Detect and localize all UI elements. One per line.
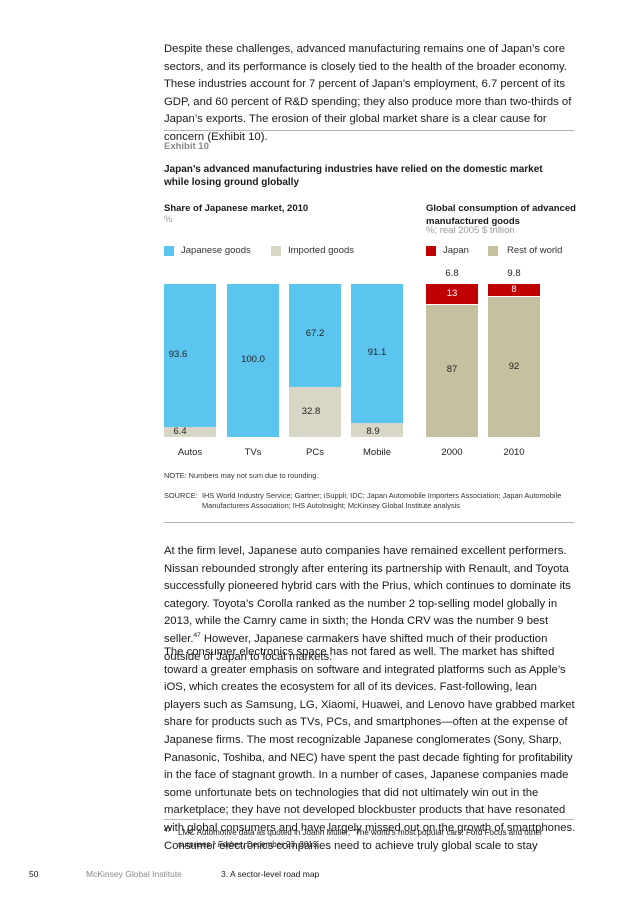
legend-label-imported-goods: Imported goods (288, 245, 355, 256)
value-label-japan-2000: 13 (446, 287, 458, 299)
source-text: IHS World Industry Service; Gartner; iSu… (202, 491, 562, 510)
source-key: SOURCE: (164, 491, 198, 500)
footnote-ref-47: 47 (193, 632, 201, 640)
legend-swatch-imported-goods (271, 246, 281, 256)
left-chart-unit: % (164, 214, 173, 225)
category-label-tvs: TVs (244, 447, 262, 458)
page-number: 50 (29, 869, 39, 879)
body-paragraph-1: At the firm level, Japanese auto compani… (164, 543, 576, 666)
footer-section: 3. A sector-level road map (221, 869, 320, 879)
bar-autos-bottom (164, 427, 216, 437)
value-label-pcs-bottom: 32.8 (301, 405, 321, 417)
exhibit-label: Exhibit 10 (164, 141, 209, 152)
value-label-mobile-bottom: 8.9 (366, 426, 380, 437)
value-label-japan-2010: 8 (511, 284, 517, 296)
bar-mobile-top (351, 284, 403, 424)
bar-rest-of-world-2000 (426, 303, 478, 437)
value-label-tvs-top: 100.0 (241, 353, 265, 365)
body-paragraph-1-part-a: At the firm level, Japanese auto compani… (164, 545, 571, 645)
value-label-rest-of-world-2010: 92 (508, 360, 520, 372)
category-label-pcs: PCs (306, 447, 324, 458)
legend-label-japan: Japan (443, 245, 469, 256)
right-chart-title: Global consumption of advanced manufactu… (426, 203, 576, 227)
exhibit-bottom-rule (164, 522, 574, 523)
intro-paragraph: Despite these challenges, advanced manuf… (164, 43, 572, 143)
value-label-autos-top: 93.6 (168, 348, 188, 360)
exhibit-title: Japan’s advanced manufacturing industrie… (164, 164, 543, 188)
total-label-2000: 6.8 (445, 268, 459, 279)
category-label-autos: Autos (177, 447, 203, 458)
body-paragraph-2: The consumer electronics space has not f… (164, 646, 576, 852)
footnote-number: 47 (164, 828, 171, 834)
bar-pcs-top (289, 284, 341, 387)
left-chart-title: Share of Japanese market, 2010 (164, 203, 309, 214)
category-label-2010: 2010 (503, 447, 525, 458)
legend-label-rest-of-world: Rest of world (507, 245, 563, 256)
value-label-pcs-top: 67.2 (305, 328, 325, 340)
bar-autos-top (164, 284, 216, 428)
footnote-text-b: , December 23, 2013. (242, 840, 320, 849)
total-label-2010: 9.8 (507, 268, 521, 279)
value-label-rest-of-world-2000: 87 (446, 364, 458, 376)
bar-japan-2000 (426, 284, 478, 304)
bar-pcs-bottom (289, 386, 341, 437)
legend-swatch-rest-of-world (488, 246, 498, 256)
legend-swatch-japan (426, 246, 436, 256)
bar-tvs-top (227, 284, 279, 437)
exhibit-top-rule (164, 130, 574, 131)
footnote-rule (164, 819, 574, 820)
value-label-autos-bottom: 6.4 (173, 426, 187, 437)
chart-note: NOTE: Numbers may not sum due to roundin… (164, 471, 319, 480)
bar-mobile-bottom (351, 423, 403, 437)
legend-label-japanese-goods: Japanese goods (181, 245, 251, 256)
right-chart-unit: %; real 2005 $ trillion (426, 225, 515, 236)
value-label-mobile-top: 91.1 (367, 346, 387, 358)
footnote-text-a: LMC Automotive data as quoted in Joann M… (178, 828, 543, 849)
footer-publisher: McKinsey Global Institute (86, 869, 182, 879)
footnote-text: LMC Automotive data as quoted in Joann M… (178, 827, 578, 851)
footnote-publication: Forbes (217, 840, 243, 849)
category-label-mobile: Mobile (363, 447, 391, 458)
bar-japan-2010 (488, 284, 540, 297)
bar-rest-of-world-2010 (488, 296, 540, 437)
legend-swatch-japanese-goods (164, 246, 174, 256)
category-label-2000: 2000 (441, 447, 463, 458)
body-paragraph-1-part-b: However, Japanese carmakers have shifted… (164, 632, 548, 663)
